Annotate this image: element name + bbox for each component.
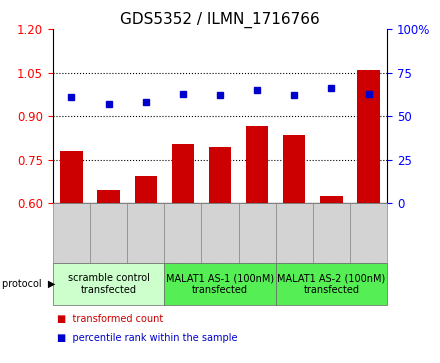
- Text: MALAT1 AS-1 (100nM)
transfected: MALAT1 AS-1 (100nM) transfected: [166, 273, 274, 295]
- Bar: [60, 151, 83, 203]
- Bar: [97, 190, 120, 203]
- Bar: [357, 70, 380, 203]
- Text: ■  transformed count: ■ transformed count: [57, 314, 163, 325]
- Bar: [172, 144, 194, 203]
- Title: GDS5352 / ILMN_1716766: GDS5352 / ILMN_1716766: [120, 12, 320, 28]
- Bar: [135, 176, 157, 203]
- Bar: [209, 147, 231, 203]
- Text: scramble control
transfected: scramble control transfected: [68, 273, 150, 295]
- Bar: [283, 135, 305, 203]
- Text: protocol  ▶: protocol ▶: [2, 279, 55, 289]
- Bar: [320, 196, 343, 203]
- Text: ■  percentile rank within the sample: ■ percentile rank within the sample: [57, 333, 238, 343]
- Text: MALAT1 AS-2 (100nM)
transfected: MALAT1 AS-2 (100nM) transfected: [277, 273, 385, 295]
- Bar: [246, 126, 268, 203]
